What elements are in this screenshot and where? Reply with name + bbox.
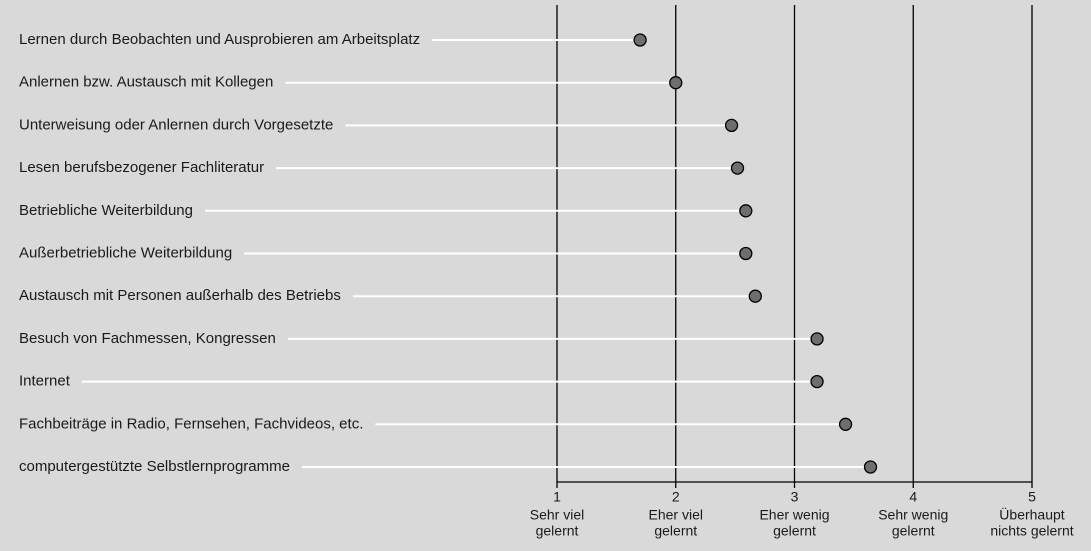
dot — [863, 460, 878, 474]
x-tick-description: Eher wenig — [759, 507, 829, 523]
x-tick-description: nichts gelernt — [990, 523, 1073, 539]
dot — [730, 161, 745, 175]
x-tick-label: 3 — [791, 489, 799, 505]
x-tick-description: Sehr wenig — [878, 507, 948, 523]
category-label: computergestützte Selbstlernprogramme — [19, 458, 290, 475]
category-label: Internet — [19, 373, 71, 390]
x-tick-description: Überhaupt — [999, 506, 1064, 523]
x-tick-description: Sehr viel — [530, 507, 584, 523]
dot — [739, 204, 753, 218]
dot — [838, 417, 853, 431]
x-tick-label: 5 — [1028, 489, 1036, 505]
category-label: Außerbetriebliche Weiterbildung — [19, 244, 232, 261]
x-tick-label: 4 — [909, 489, 917, 505]
x-tick-description: Eher viel — [649, 507, 703, 523]
category-label: Fachbeiträge in Radio, Fernsehen, Fachvi… — [19, 415, 363, 432]
category-label: Betriebliche Weiterbildung — [19, 202, 193, 219]
x-tick-description: gelernt — [773, 523, 816, 539]
dot — [748, 289, 762, 303]
category-label: Austausch mit Personen außerhalb des Bet… — [19, 287, 341, 304]
x-tick-description: gelernt — [892, 523, 935, 539]
dot — [810, 332, 824, 346]
category-label: Unterweisung oder Anlernen durch Vorgese… — [19, 116, 333, 133]
x-tick-description: gelernt — [654, 523, 697, 539]
dot — [739, 246, 753, 261]
dot — [669, 76, 683, 90]
dot — [810, 374, 824, 389]
dot — [633, 33, 647, 47]
category-label: Anlernen bzw. Austausch mit Kollegen — [19, 74, 273, 91]
category-label: Lesen berufsbezogener Fachliteratur — [19, 159, 264, 176]
x-tick-description: gelernt — [536, 523, 579, 539]
x-tick-label: 1 — [553, 489, 561, 505]
x-tick-label: 2 — [672, 489, 680, 505]
category-label: Besuch von Fachmessen, Kongressen — [19, 330, 276, 347]
dot — [724, 118, 739, 133]
category-label: Lernen durch Beobachten und Ausprobieren… — [19, 31, 420, 48]
